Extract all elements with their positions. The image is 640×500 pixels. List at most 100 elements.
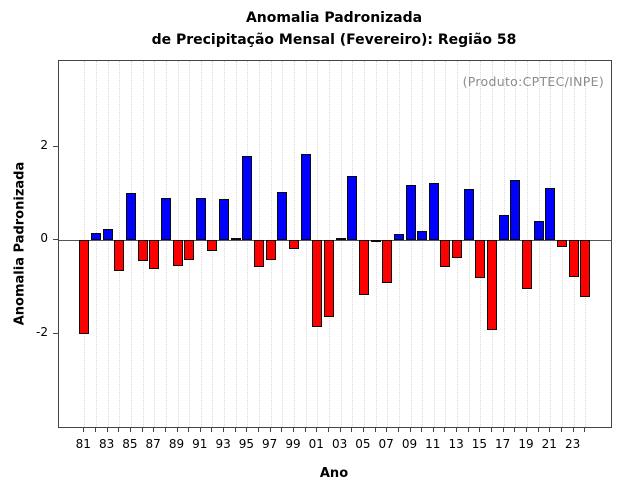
x-axis-tick (94, 427, 96, 432)
x-tick-label: 19 (518, 437, 534, 451)
x-axis-tick (176, 427, 178, 432)
gridline (130, 61, 132, 427)
gridline (282, 61, 284, 427)
x-axis-tick (444, 427, 446, 432)
gridline (200, 61, 202, 427)
bar-1993 (219, 199, 230, 241)
x-axis-tick (293, 427, 294, 432)
x-tick-label: 17 (495, 437, 511, 451)
bar-2014 (463, 188, 474, 241)
bar-1981 (79, 240, 90, 334)
x-axis-tick (572, 427, 574, 432)
bar-1984 (114, 240, 125, 272)
x-axis-tick (246, 427, 248, 432)
x-axis-tick (537, 427, 539, 432)
bar-1992 (207, 240, 218, 251)
gridline (352, 61, 354, 427)
x-axis-tick (362, 427, 364, 432)
bar-2017 (498, 214, 509, 241)
gridline (503, 61, 505, 427)
bar-1995 (242, 155, 253, 241)
bar-1997 (265, 240, 276, 261)
bar-1982 (90, 233, 101, 241)
x-axis-tick (491, 427, 493, 432)
x-axis-tick (560, 427, 562, 432)
bar-1983 (102, 228, 113, 241)
x-axis-tick (456, 427, 458, 432)
bar-1988 (160, 197, 171, 241)
gridline (95, 61, 97, 427)
bar-2012 (440, 240, 451, 267)
x-axis-tick (199, 427, 201, 432)
x-tick-label: 83 (98, 437, 115, 451)
product-annotation: (Produto:CPTEC/INPE) (462, 74, 604, 89)
bar-2018 (510, 180, 521, 241)
bar-1989 (172, 240, 183, 267)
x-axis-tick (234, 427, 236, 432)
bar-2004 (347, 176, 358, 241)
plot-area: (Produto:CPTEC/INPE) (58, 60, 612, 428)
bar-1986 (137, 240, 148, 261)
x-axis-tick (106, 427, 108, 432)
gridline (515, 61, 517, 427)
x-tick-label: 23 (564, 437, 581, 451)
x-axis-tick (129, 427, 131, 432)
bar-1991 (195, 198, 206, 241)
x-axis-tick (374, 427, 376, 432)
x-tick-label: 85 (122, 437, 138, 451)
x-tick-label: 11 (425, 437, 441, 451)
x-axis-tick (409, 427, 411, 432)
bar-2006 (370, 240, 381, 243)
x-axis-tick (514, 427, 516, 432)
y-tick-label: 2 (40, 137, 48, 152)
x-tick-label: 05 (355, 437, 371, 451)
gridline (398, 61, 400, 427)
gridline (247, 61, 249, 427)
bar-2000 (300, 153, 311, 241)
gridline (422, 61, 424, 427)
x-axis-tick (549, 427, 551, 432)
gridline (375, 61, 377, 427)
gridline (550, 61, 552, 427)
gridline (340, 61, 342, 427)
x-tick-label: 03 (331, 437, 348, 451)
gridline (410, 61, 412, 427)
bar-2007 (382, 240, 393, 284)
x-tick-label: 21 (541, 437, 557, 451)
bar-2002 (323, 240, 334, 317)
x-tick-label: 97 (262, 437, 278, 451)
zero-line (59, 240, 611, 242)
bar-1999 (289, 240, 299, 250)
x-tick-label: 15 (471, 437, 488, 451)
y-axis-title: Anomalia Padronizada (12, 161, 28, 326)
x-axis-tick (351, 427, 353, 432)
bar-2009 (405, 185, 416, 241)
x-tick-label: 07 (378, 437, 394, 451)
bar-2019 (522, 240, 532, 290)
bar-2015 (475, 240, 486, 279)
x-tick-label: 89 (168, 437, 185, 451)
bar-1987 (149, 240, 160, 270)
bar-1998 (277, 192, 288, 241)
chart-title: Anomalia Padronizada de Precipitação Men… (58, 7, 610, 51)
bar-2024 (580, 240, 591, 297)
x-axis-tick (164, 427, 166, 432)
y-axis-tick (53, 332, 58, 334)
bar-2021 (545, 188, 556, 241)
bar-1985 (125, 193, 136, 241)
bar-2020 (533, 221, 544, 241)
bar-2016 (487, 240, 498, 331)
x-axis-tick (304, 427, 306, 432)
x-axis-tick (316, 427, 318, 432)
x-axis-tick (526, 427, 527, 432)
x-axis-title: Ano (319, 466, 349, 481)
x-axis-tick (83, 427, 85, 432)
gridline (165, 61, 167, 427)
gridline (305, 61, 307, 427)
x-axis-tick (258, 427, 260, 432)
y-tick-label: -2 (36, 324, 48, 339)
bar-2013 (452, 240, 463, 259)
gridline (235, 61, 237, 427)
bar-1994 (230, 238, 241, 241)
